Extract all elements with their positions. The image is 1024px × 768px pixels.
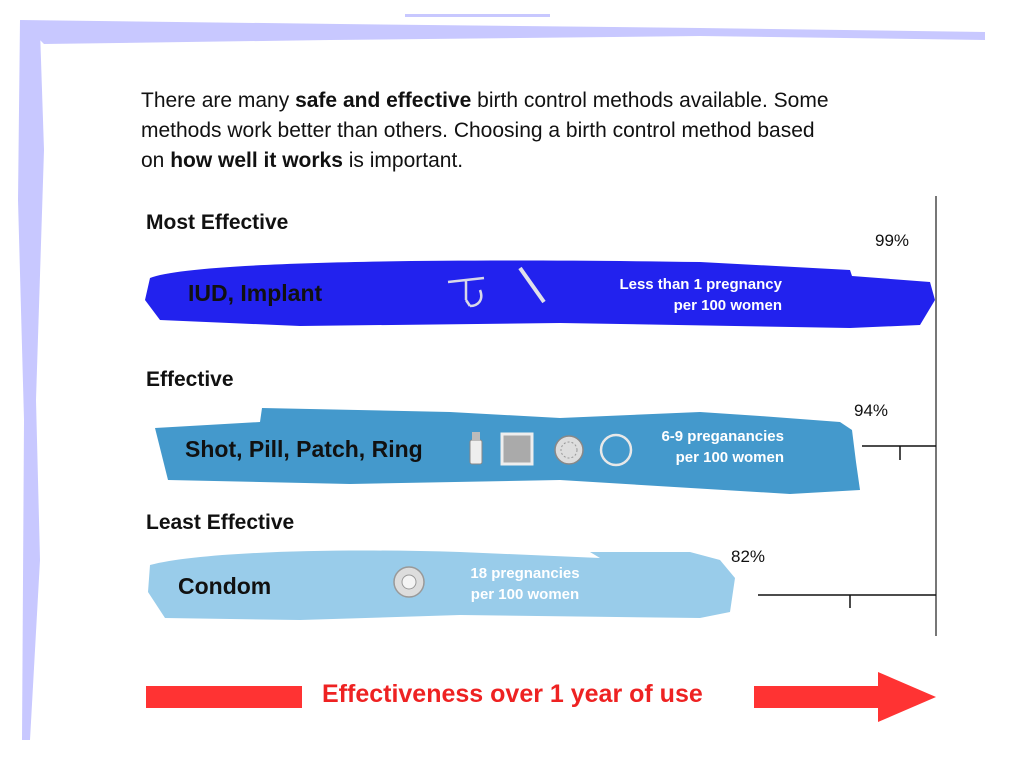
rate-label-effective: 6-9 preganancies per 100 women [661, 428, 784, 466]
intro-paragraph: There are many safe and effective birth … [141, 89, 829, 172]
intro-emphasis-how: how well it works [170, 149, 343, 172]
shot-vial-icon [469, 432, 483, 465]
method-label-shot-pill-patch-ring: Shot, Pill, Patch, Ring [185, 436, 423, 462]
method-label-condom: Condom [178, 573, 272, 599]
value-label-99: 99% [875, 231, 910, 250]
iud-icon [447, 276, 485, 308]
ring-icon [599, 433, 633, 467]
band-least-effective [148, 550, 735, 620]
method-label-iud-implant: IUD, Implant [188, 280, 323, 306]
arrow-shaft-right [754, 686, 880, 708]
pill-pack-icon [554, 435, 584, 465]
category-label-least-effective: Least Effective [146, 511, 295, 534]
rate-label-most-effective: Less than 1 pregnancy per 100 women [619, 276, 782, 314]
rate-label-least-effective: 18 pregnancies per 100 women [470, 565, 580, 603]
arrow-shaft-left [146, 686, 302, 708]
value-label-82: 82% [731, 547, 766, 566]
category-label-effective: Effective [146, 368, 234, 391]
intro-emphasis-safe: safe and effective [295, 89, 472, 112]
x-axis-label: Effectiveness over 1 year of use [322, 680, 703, 708]
frame-left-stroke [18, 20, 44, 740]
implant-icon [518, 266, 546, 304]
frame-top-dash [405, 14, 550, 17]
frame-top-stroke [20, 20, 985, 44]
patch-icon [500, 432, 534, 466]
arrow-head [878, 672, 936, 722]
value-label-94: 94% [854, 401, 889, 420]
category-label-most-effective: Most Effective [146, 211, 289, 234]
condom-icon [393, 566, 425, 598]
